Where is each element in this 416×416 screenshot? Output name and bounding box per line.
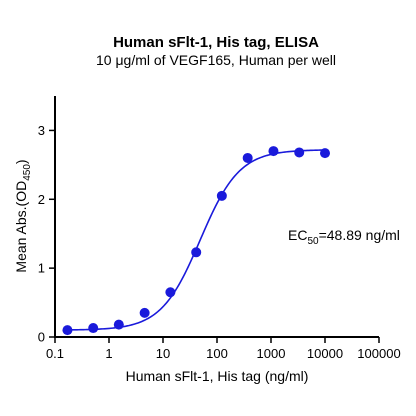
ec50-annotation: EC50=48.89 ng/ml — [288, 227, 400, 247]
ticks: 0.1 1 10 100 1000 10000 100000 0 1 2 3 — [38, 123, 401, 361]
x-tick-label: 1000 — [257, 346, 286, 361]
data-point — [320, 148, 330, 159]
x-tick-label: 0.1 — [46, 346, 64, 361]
chart-subtitle: 10 μg/ml of VEGF165, Human per well — [96, 52, 336, 68]
ec50-suffix: =48.89 ng/ml — [319, 227, 400, 243]
y-tick-label: 3 — [38, 123, 45, 138]
x-axis-label: Human sFlt-1, His tag (ng/ml) — [126, 368, 309, 384]
ec50-prefix: EC — [288, 227, 307, 243]
chart-title: Human sFlt-1, His tag, ELISA — [113, 34, 319, 51]
x-tick-label: 10000 — [307, 346, 343, 361]
fit-curve — [67, 149, 326, 331]
data-point — [139, 307, 150, 318]
fit-layer — [67, 149, 326, 331]
axes — [54, 96, 379, 338]
y-axis-label-sub: 450 — [22, 164, 33, 181]
y-axis-label-main: Mean Abs.(OD — [13, 181, 29, 273]
data-point — [165, 287, 176, 298]
y-tick-label: 0 — [38, 330, 45, 345]
x-tick-label: 100000 — [357, 346, 400, 361]
x-tick-label: 100 — [206, 346, 228, 361]
data-point — [268, 146, 279, 157]
x-tick-label: 1 — [105, 346, 112, 361]
ec50-sub: 50 — [307, 236, 319, 247]
data-point — [88, 323, 99, 334]
data-point — [113, 319, 124, 330]
data-point — [62, 325, 73, 336]
data-point — [294, 147, 305, 158]
y-axis-label: Mean Abs.(OD450) — [13, 159, 33, 272]
y-tick-label: 1 — [38, 261, 45, 276]
data-point — [242, 152, 253, 163]
data-point — [216, 190, 227, 201]
y-axis-label-close: ) — [13, 159, 29, 164]
data-point — [191, 247, 202, 258]
data-points — [62, 146, 330, 336]
x-tick-label: 10 — [156, 346, 170, 361]
y-tick-label: 2 — [38, 192, 45, 207]
